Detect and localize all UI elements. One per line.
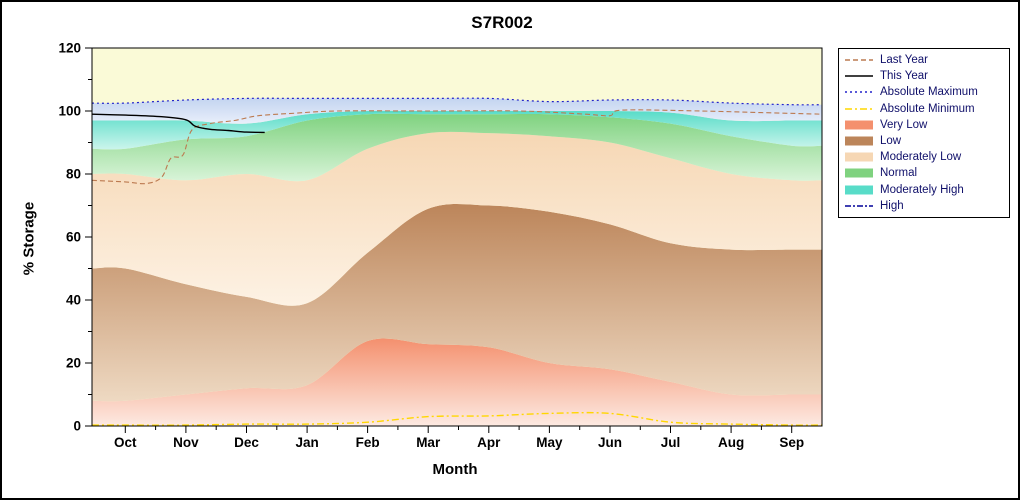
y-tick-label: 80	[66, 167, 81, 182]
legend-item: Absolute Minimum	[844, 101, 1004, 117]
series-absolute-minimum	[92, 411, 822, 426]
legend-line-icon	[845, 75, 873, 78]
band-low	[92, 203, 822, 402]
series-this-year	[92, 113, 265, 134]
y-tick-label: 60	[66, 230, 81, 245]
band-high	[92, 98, 822, 124]
x-tick-label: Oct	[114, 435, 137, 450]
x-tick-label: Dec	[234, 435, 259, 450]
legend-label: This Year	[880, 70, 928, 83]
band-normal	[92, 113, 822, 182]
legend-label: Moderately High	[880, 183, 964, 196]
band-moderately-low	[92, 131, 822, 306]
legend-swatch-icon	[845, 152, 873, 162]
series-absolute-maximum	[92, 97, 822, 106]
x-tick-label: Feb	[356, 435, 380, 450]
band-very-low	[92, 338, 822, 426]
legend-item: Very Low	[844, 117, 1004, 133]
legend-label: Moderately Low	[880, 151, 962, 164]
legend-item: High	[844, 198, 1004, 214]
legend-label: Very Low	[880, 118, 928, 131]
legend-item: Moderately Low	[844, 149, 1004, 165]
legend-line-icon	[845, 91, 873, 94]
x-tick-label: Sep	[779, 435, 804, 450]
x-tick-label: Jan	[295, 435, 318, 450]
legend-item: Last Year	[844, 52, 1004, 68]
y-axis-label: % Storage	[20, 201, 38, 276]
legend-swatch-icon	[845, 120, 873, 130]
legend-item: This Year	[844, 68, 1004, 84]
legend-label: Absolute Maximum	[880, 86, 978, 99]
legend-line-icon	[845, 107, 873, 110]
legend-item: Absolute Maximum	[844, 84, 1004, 100]
x-tick-label: May	[536, 435, 563, 450]
y-tick-label: 20	[66, 356, 81, 371]
legend: Last Year This Year Absolute Maximum Absolu…	[838, 48, 1010, 218]
x-tick-label: Nov	[173, 435, 199, 450]
x-tick-label: Jun	[598, 435, 622, 450]
legend-label: Last Year	[880, 54, 928, 67]
legend-label: Absolute Minimum	[880, 102, 975, 115]
legend-swatch-icon	[845, 168, 873, 178]
legend-line-icon	[845, 205, 873, 207]
legend-item: Moderately High	[844, 182, 1004, 198]
legend-item: Low	[844, 133, 1004, 149]
x-tick-label: Aug	[718, 435, 744, 450]
band-moderately-high	[92, 110, 822, 150]
series-last-year	[92, 109, 822, 185]
chart-title: S7R002	[471, 13, 533, 32]
y-tick-label: 0	[73, 419, 81, 434]
x-tick-label: Apr	[477, 435, 501, 450]
legend-label: Low	[880, 135, 902, 148]
y-tick-label: 100	[58, 104, 81, 119]
y-tick-label: 120	[58, 41, 81, 56]
legend-line-icon	[845, 59, 873, 61]
legend-swatch-icon	[845, 185, 873, 195]
x-tick-label: Jul	[661, 435, 681, 450]
legend-label: High	[880, 199, 904, 212]
x-tick-label: Mar	[416, 435, 441, 450]
legend-swatch-icon	[845, 136, 873, 146]
legend-item: Normal	[844, 165, 1004, 181]
y-tick-label: 40	[66, 293, 81, 308]
x-axis-label: Month	[432, 461, 478, 478]
legend-label: Normal	[880, 167, 918, 180]
